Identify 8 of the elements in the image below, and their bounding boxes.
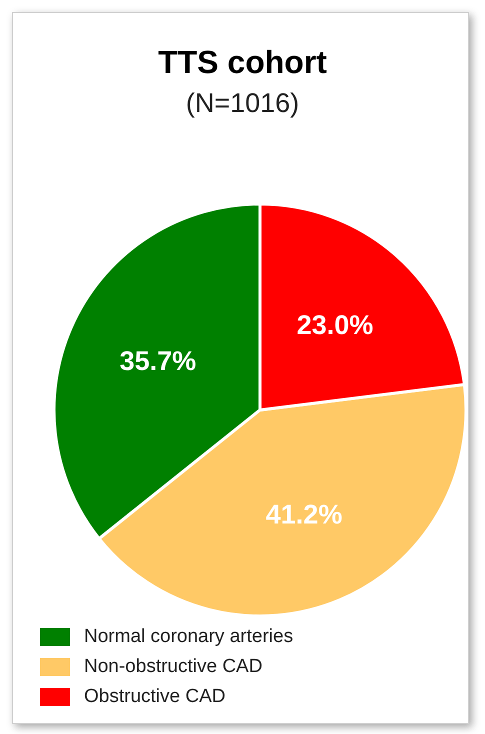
- data-label: 41.2%: [266, 499, 342, 530]
- legend-label: Non-obstructive CAD: [84, 655, 262, 679]
- legend-label: Normal coronary arteries: [84, 625, 294, 649]
- legend-label: Obstructive CAD: [84, 685, 226, 709]
- data-label: 35.7%: [120, 346, 196, 376]
- data-label: 23.0%: [296, 310, 374, 340]
- chart-title: TTS cohort: [157, 44, 328, 81]
- chart-subtitle: (N=1016): [184, 88, 300, 119]
